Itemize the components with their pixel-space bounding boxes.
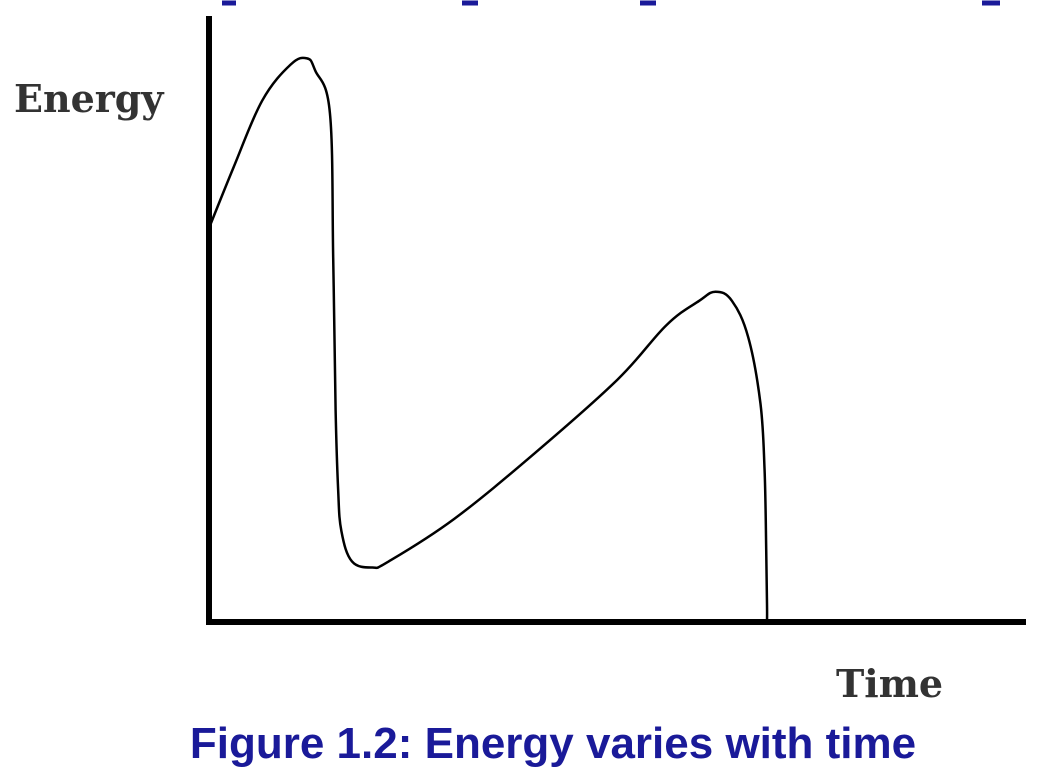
energy-curve — [207, 56, 769, 624]
x-axis-label: Time — [836, 661, 943, 706]
figure-caption: Figure 1.2: Energy varies with time — [190, 719, 916, 768]
y-axis-label: Energy — [14, 76, 164, 121]
